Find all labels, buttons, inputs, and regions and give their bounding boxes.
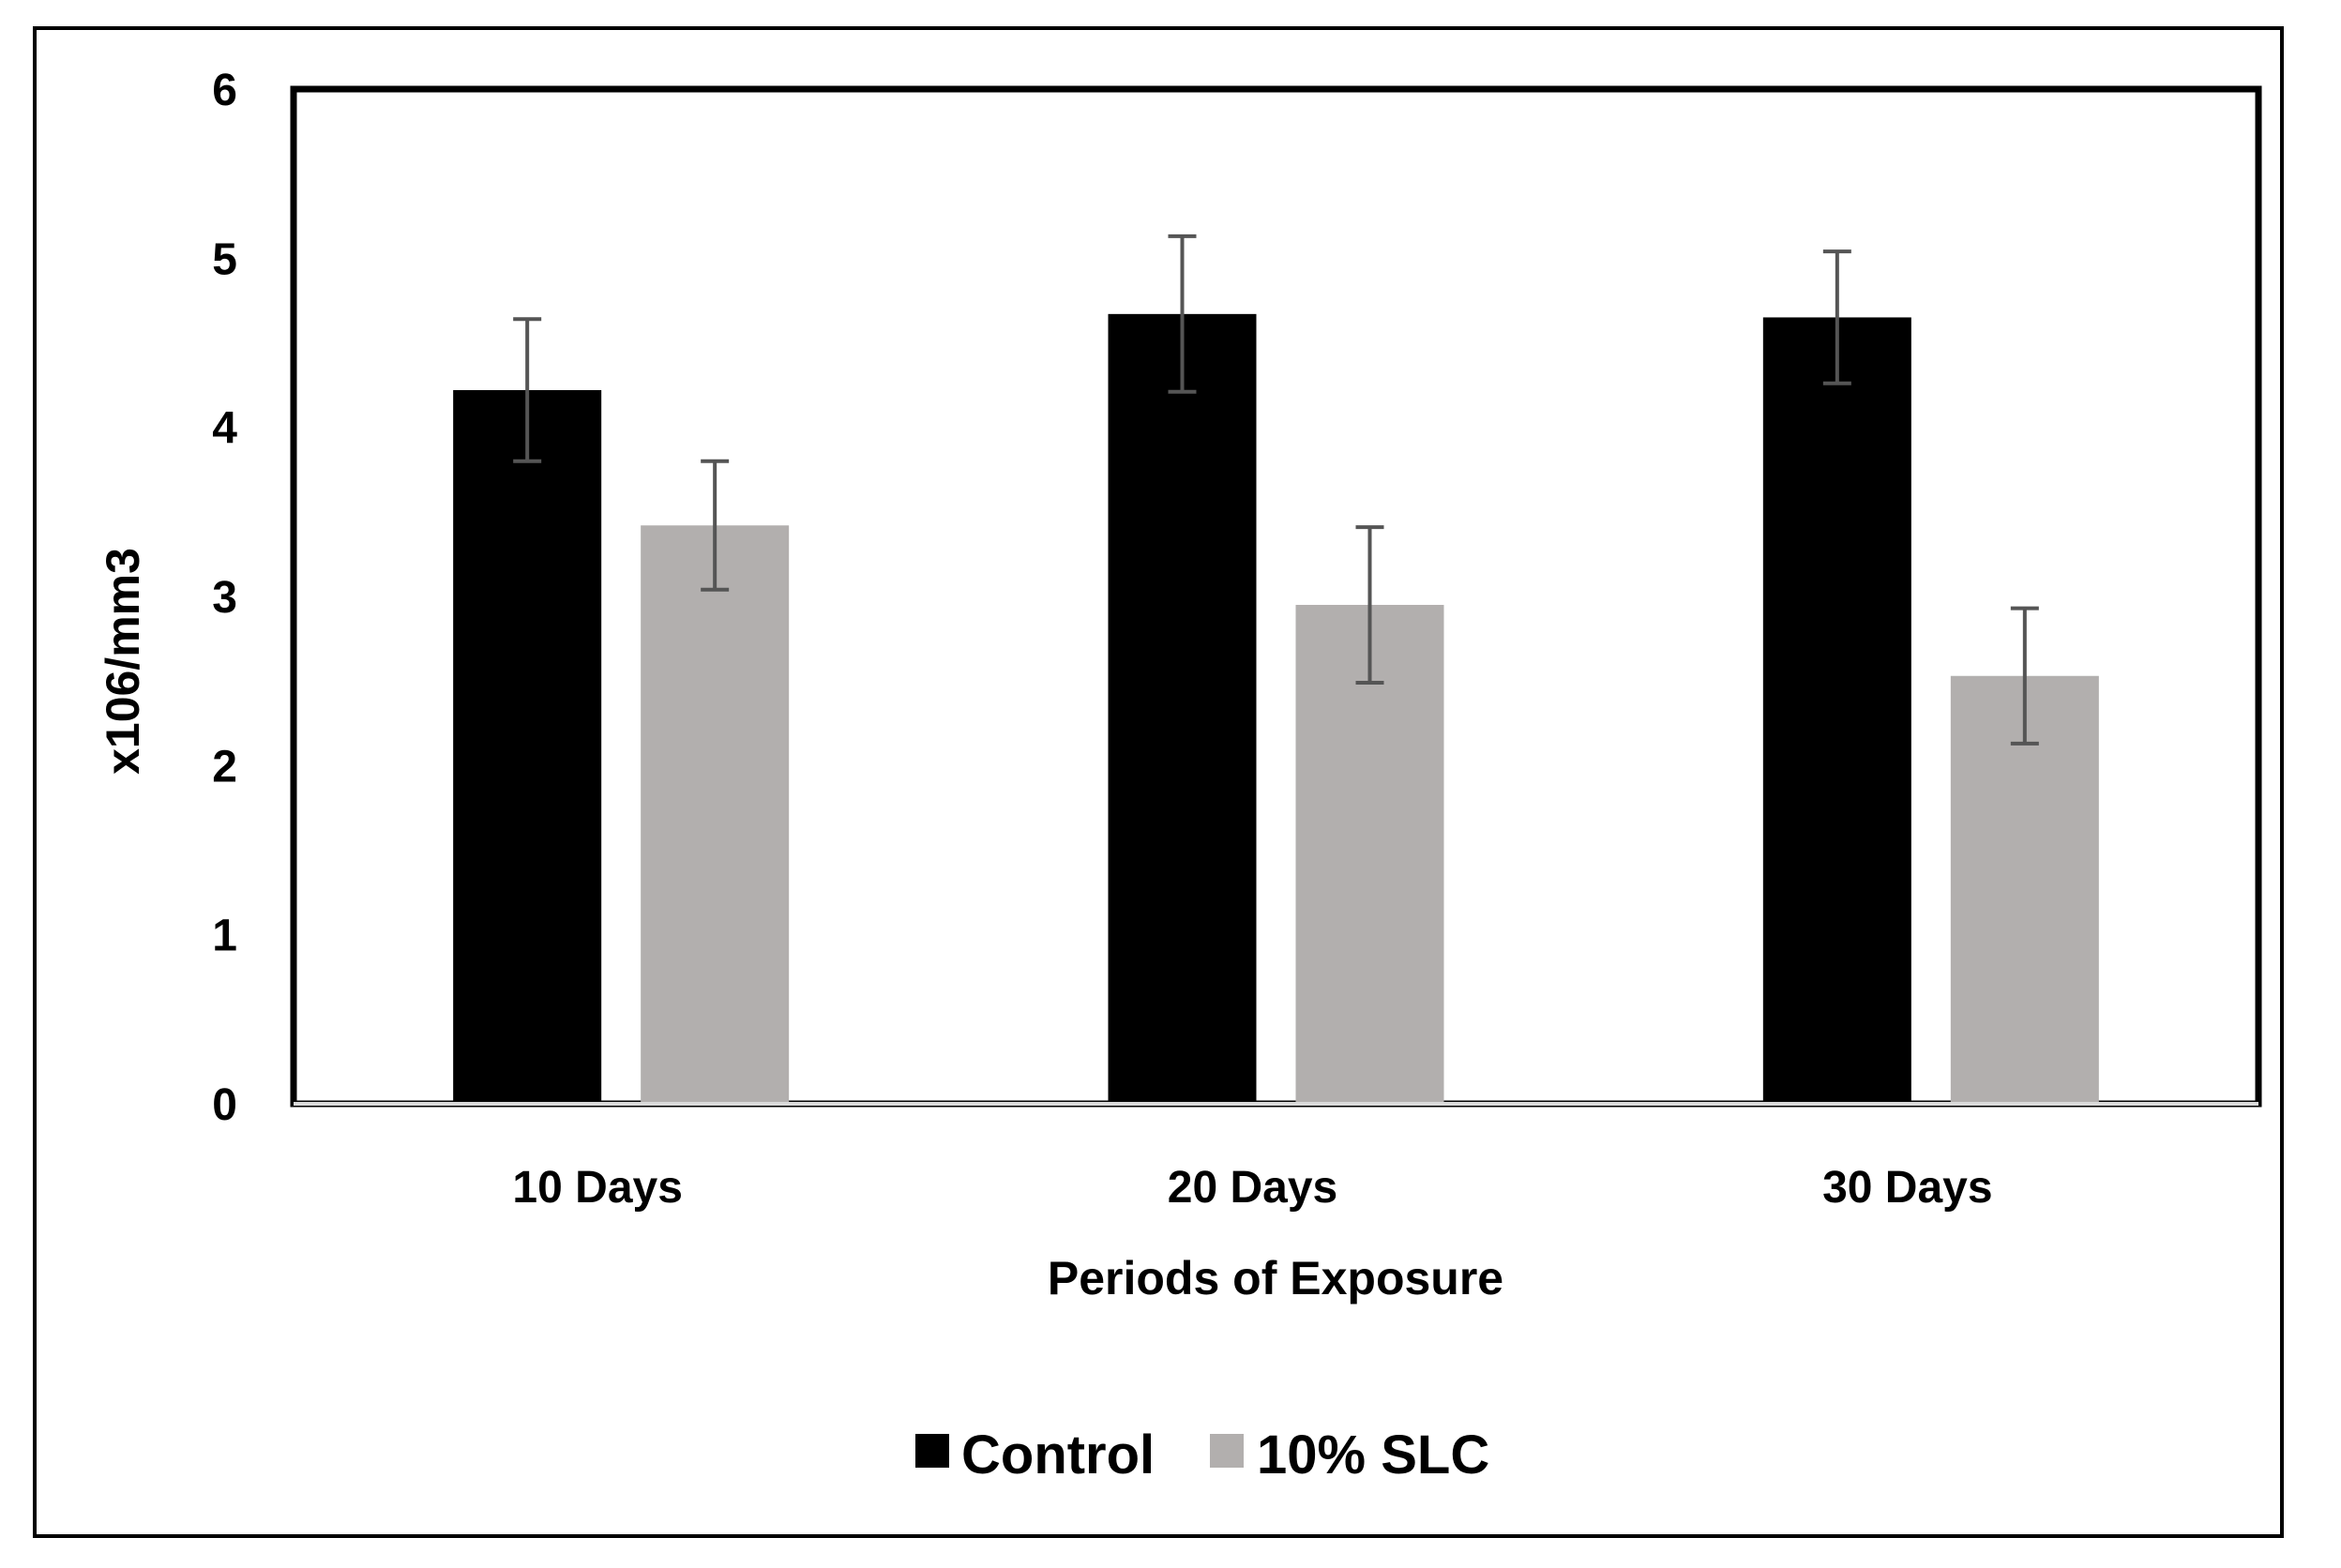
legend-swatch-10-slc bbox=[1210, 1434, 1244, 1468]
bar-10-slc bbox=[641, 525, 790, 1104]
y-tick-label: 3 bbox=[212, 573, 237, 623]
y-tick-label: 0 bbox=[212, 1080, 237, 1130]
x-tick-label: 10 Days bbox=[512, 1163, 682, 1213]
y-tick-label: 4 bbox=[212, 404, 237, 454]
legend-swatch-control bbox=[915, 1434, 949, 1468]
y-tick-label: 2 bbox=[212, 742, 237, 792]
legend-label: 10% SLC bbox=[1257, 1425, 1489, 1485]
bar-10-slc bbox=[1950, 675, 2099, 1104]
bar-control bbox=[453, 389, 602, 1104]
bar-10-slc bbox=[1295, 605, 1444, 1104]
y-tick-label: 5 bbox=[212, 234, 237, 284]
y-tick-label: 1 bbox=[212, 912, 237, 961]
x-tick-label: 20 Days bbox=[1168, 1163, 1337, 1213]
y-axis-title: x106/mm3 bbox=[97, 548, 149, 775]
x-tick-label: 30 Days bbox=[1822, 1163, 1992, 1213]
bar-control bbox=[1108, 313, 1257, 1104]
legend-label: Control bbox=[961, 1425, 1155, 1485]
bar-control bbox=[1762, 317, 1911, 1104]
x-axis-title: Periods of Exposure bbox=[1048, 1252, 1503, 1304]
y-tick-label: 6 bbox=[212, 66, 237, 115]
